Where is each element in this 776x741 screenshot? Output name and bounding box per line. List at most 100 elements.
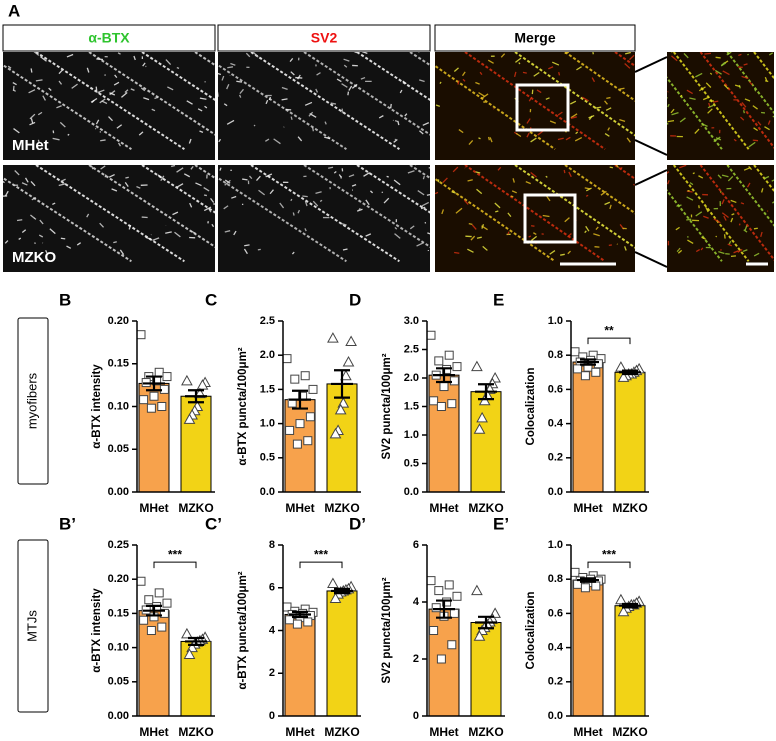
data-point xyxy=(303,617,313,627)
speck xyxy=(530,172,537,178)
speck xyxy=(255,175,261,181)
fiber xyxy=(435,64,556,151)
error-bar xyxy=(475,615,497,630)
speck xyxy=(471,224,477,230)
speck xyxy=(585,194,589,197)
row-box xyxy=(17,317,49,485)
speck xyxy=(302,195,308,198)
speck xyxy=(29,121,36,126)
speck xyxy=(564,52,570,55)
speck xyxy=(365,233,372,237)
image-texture xyxy=(435,52,635,151)
speck xyxy=(694,128,700,134)
speck xyxy=(393,138,398,143)
y-tick-label: 0.15 xyxy=(108,607,129,619)
speck xyxy=(39,56,47,62)
speck xyxy=(58,80,63,85)
y-tick-label: 0.20 xyxy=(108,573,129,585)
speck xyxy=(265,173,273,178)
speck xyxy=(462,78,466,82)
speck xyxy=(59,121,66,128)
speck xyxy=(361,52,368,54)
speck xyxy=(100,165,106,170)
speck xyxy=(116,124,123,129)
speck xyxy=(695,248,701,253)
panel-label: D xyxy=(349,290,361,309)
data-point xyxy=(345,335,357,347)
speck xyxy=(140,87,146,92)
data-point xyxy=(334,403,347,415)
speck xyxy=(128,224,132,230)
speck xyxy=(336,78,342,83)
y-axis-label: SV2 puncta/100μm² xyxy=(381,577,393,683)
data-point xyxy=(285,425,295,435)
speck xyxy=(727,243,733,247)
significance-label: ** xyxy=(604,323,614,337)
speck xyxy=(304,228,307,232)
speck xyxy=(742,110,746,114)
speck xyxy=(698,86,706,92)
speck xyxy=(607,127,611,131)
speck xyxy=(705,82,712,88)
speck xyxy=(91,99,95,103)
data-point xyxy=(300,371,310,381)
speck xyxy=(30,181,36,187)
speck xyxy=(67,133,70,136)
speck xyxy=(13,128,20,134)
fiber xyxy=(464,165,606,263)
speck xyxy=(476,236,482,239)
speck xyxy=(557,111,563,116)
speck xyxy=(273,138,281,145)
speck xyxy=(290,116,293,120)
speck xyxy=(545,175,548,178)
speck xyxy=(451,191,456,194)
speck xyxy=(340,222,347,226)
speck xyxy=(176,183,184,188)
x-tick-label: MHet xyxy=(139,725,168,739)
speck xyxy=(667,103,670,108)
speck xyxy=(526,118,531,124)
speck xyxy=(733,138,737,142)
speck xyxy=(21,182,28,186)
speck xyxy=(510,195,514,198)
speck xyxy=(722,70,730,76)
speck xyxy=(606,96,611,100)
x-tick-label: MHet xyxy=(285,725,314,739)
speck xyxy=(291,251,295,255)
speck xyxy=(108,116,113,122)
speck xyxy=(174,231,181,238)
image-background xyxy=(218,165,430,272)
fiber xyxy=(667,76,723,150)
speck xyxy=(211,223,215,228)
speck xyxy=(461,71,466,77)
speck xyxy=(253,124,256,127)
speck xyxy=(154,96,159,100)
speck xyxy=(49,228,56,235)
panel-label: C’ xyxy=(205,514,222,533)
speck xyxy=(726,52,732,56)
speck xyxy=(752,105,758,110)
speck xyxy=(233,230,237,236)
speck xyxy=(252,52,259,58)
speck xyxy=(667,171,670,174)
speck xyxy=(522,71,527,74)
data-point xyxy=(159,608,169,618)
speck xyxy=(730,199,737,204)
speck xyxy=(728,240,732,245)
speck xyxy=(292,212,295,216)
data-point xyxy=(573,364,583,374)
speck xyxy=(416,242,424,247)
speck xyxy=(481,225,488,231)
speck xyxy=(218,72,222,76)
speck xyxy=(721,174,729,178)
speck xyxy=(692,172,695,175)
speck xyxy=(542,214,550,218)
speck xyxy=(518,62,521,65)
speck xyxy=(218,138,222,143)
speck xyxy=(497,166,502,171)
speck xyxy=(167,86,174,91)
speck xyxy=(189,202,193,208)
speck xyxy=(311,127,315,132)
data-point xyxy=(617,605,630,617)
speck xyxy=(712,100,719,103)
